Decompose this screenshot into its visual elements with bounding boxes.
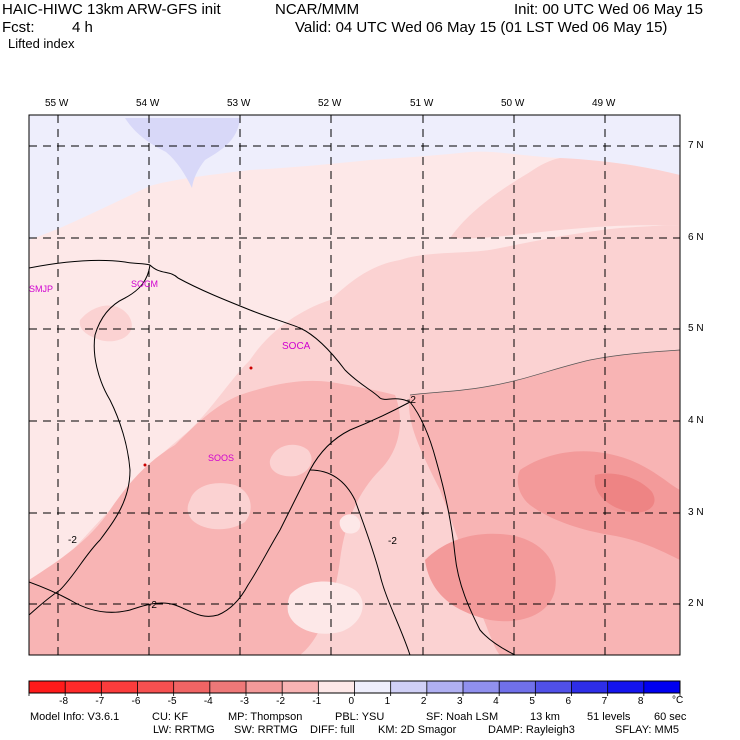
colorbar-label: -8 <box>59 696 69 707</box>
colorbar-label: 8 <box>637 696 644 707</box>
init-time: Init: 00 UTC Wed 06 May 15 <box>514 1 703 18</box>
forecast-label: Fcst: <box>2 19 35 36</box>
lat-label: 5 N <box>688 323 704 334</box>
river-branch <box>309 469 411 655</box>
footer-levels: 51 levels <box>587 711 631 723</box>
colorbar-label: 4 <box>493 696 499 707</box>
colorbar-label: -3 <box>240 696 249 707</box>
contour-label: -2 <box>407 395 416 406</box>
shade-neg2-neg1-west <box>79 305 132 342</box>
footer-cu: CU: KF <box>152 711 189 723</box>
colorbar-unit: °C <box>672 695 684 706</box>
station-dot <box>143 463 147 467</box>
border-guiana-brazil <box>29 401 411 617</box>
colorbar-label: -5 <box>167 696 177 707</box>
colorbar-label: -4 <box>203 696 213 707</box>
colorbar-label: 3 <box>457 696 463 707</box>
station-dot <box>249 366 253 370</box>
valid-time: Valid: 04 UTC Wed 06 May 15 (01 LST Wed … <box>295 19 668 36</box>
lon-label: 50 W <box>501 98 525 109</box>
shade-neg2-neg1-north <box>450 158 680 239</box>
lat-label: 7 N <box>688 140 704 151</box>
contour-label: -2 <box>68 535 77 546</box>
contour-neg2 <box>409 349 680 396</box>
footer-sw: SW: RRTMG <box>234 724 298 736</box>
footer-damp: DAMP: Rayleigh3 <box>488 724 575 736</box>
footer-mp: MP: Thompson <box>228 711 303 723</box>
model-title: HAIC-HIWC 13km ARW-GFS init <box>2 1 221 18</box>
lat-label: 3 N <box>688 507 704 518</box>
colorbar-label: -2 <box>276 696 286 707</box>
footer-lw: LW: RRTMG <box>153 724 215 736</box>
lon-label: 51 W <box>410 98 434 109</box>
colorbar-label: 1 <box>384 696 391 707</box>
shade-neg4-neg3-south <box>425 533 556 622</box>
footer-model-info: Model Info: V3.6.1 <box>30 711 120 723</box>
lat-label: 2 N <box>688 598 704 609</box>
forecast-hour: 4 h <box>72 19 93 36</box>
footer-sf: SF: Noah LSM <box>426 711 499 723</box>
shade-pocket-3 <box>287 581 363 634</box>
border-suriname-guiana <box>29 264 151 616</box>
center-name: NCAR/MMM <box>275 1 360 18</box>
shade-pocket-1 <box>187 483 251 530</box>
field-name: Lifted index <box>8 36 75 51</box>
shade-pocket-2 <box>269 444 312 477</box>
footer-pbl: PBL: YSU <box>335 711 385 723</box>
coastline <box>149 264 516 655</box>
footer-km: KM: 2D Smagor <box>378 724 457 736</box>
footer-sflay: SFLAY: MM5 <box>615 724 679 736</box>
footer-timestep: 60 sec <box>654 711 687 723</box>
colorbar-label: 0 <box>348 696 355 707</box>
lon-label: 54 W <box>136 98 160 109</box>
footer-resolution: 13 km <box>530 711 560 723</box>
colorbar-label: -1 <box>312 696 322 707</box>
lon-label: 49 W <box>592 98 616 109</box>
shade-neg5-neg4 <box>594 473 655 513</box>
colorbar-label: -7 <box>95 696 105 707</box>
contour-label: -2 <box>148 600 157 611</box>
colorbar-label: 2 <box>420 696 427 707</box>
map-frame <box>28 114 681 656</box>
lat-lon-grid <box>29 115 680 655</box>
lon-label: 55 W <box>45 98 69 109</box>
contour-label: -2 <box>388 536 397 547</box>
station-label: SMJP <box>29 284 54 294</box>
colorbar-label: 5 <box>529 696 535 707</box>
lon-label: 53 W <box>227 98 251 109</box>
station-label: SOCA <box>282 341 311 352</box>
colorbar-label: 6 <box>565 696 572 707</box>
station-label: SOCM <box>131 279 158 289</box>
coast-west <box>29 259 151 269</box>
footer-diff: DIFF: full <box>310 724 355 736</box>
shade-pos1-2 <box>125 118 240 188</box>
lon-label: 52 W <box>318 98 342 109</box>
station-label: SOOS <box>208 453 235 463</box>
shade-neg4-neg3 <box>517 451 680 560</box>
lat-label: 4 N <box>688 415 704 426</box>
colorbar-label: 7 <box>601 696 608 707</box>
shade-pocket-4 <box>339 514 361 534</box>
lat-label: 6 N <box>688 232 704 243</box>
colorbar-label: -6 <box>131 696 141 707</box>
